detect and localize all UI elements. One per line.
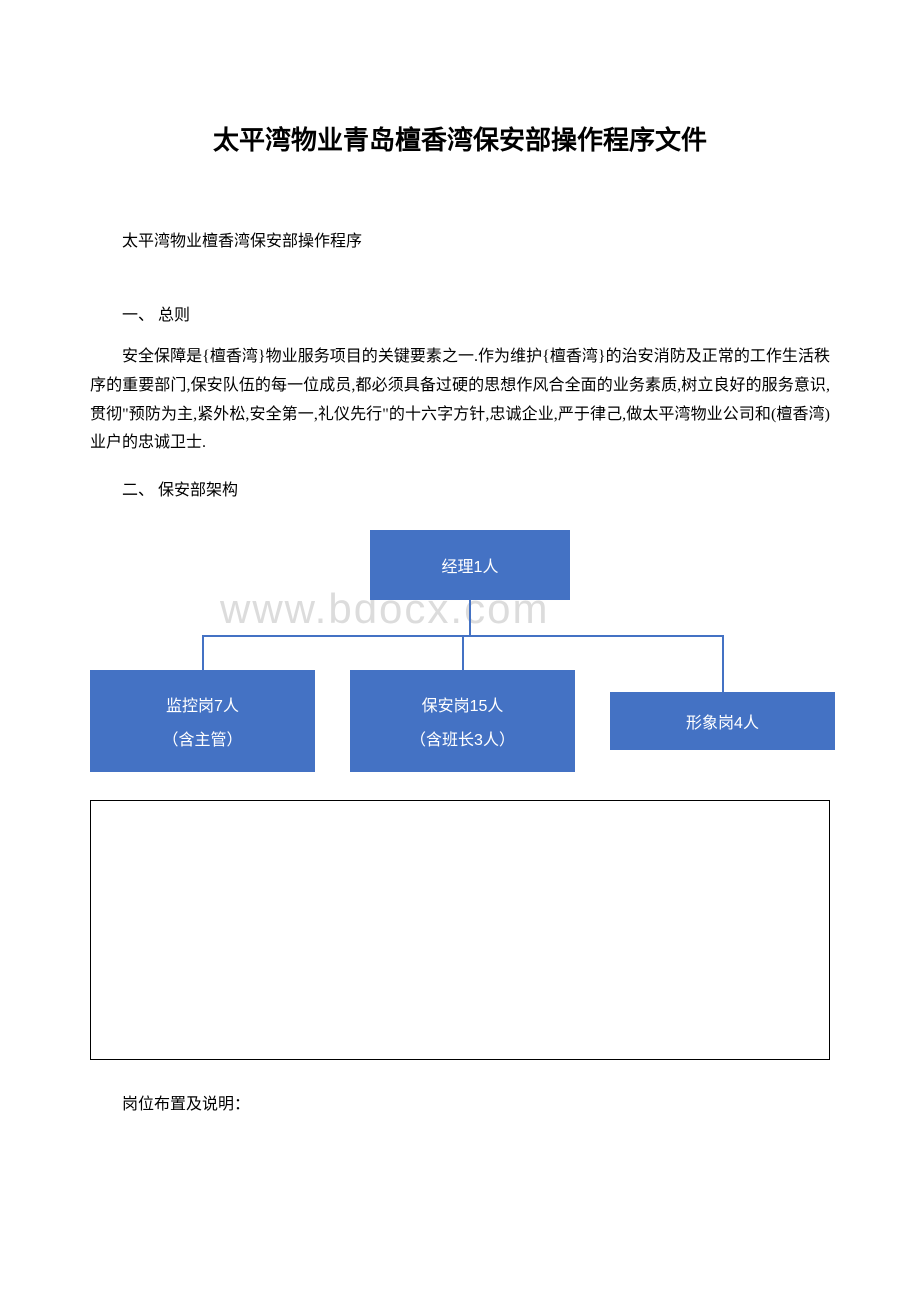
org-box-line2: （含主管） bbox=[162, 726, 242, 750]
org-box-manager: 经理1人 bbox=[370, 530, 570, 600]
empty-placeholder-box bbox=[90, 800, 830, 1060]
section-2-heading: 二、 保安部架构 bbox=[90, 476, 830, 500]
org-connector-line bbox=[462, 635, 464, 670]
org-box-child-2: 形象岗4人 bbox=[610, 692, 835, 750]
org-connector-line bbox=[722, 635, 724, 692]
body-paragraph-1: 安全保障是{檀香湾}物业服务项目的关键要素之一.作为维护{檀香湾}的治安消防及正… bbox=[90, 343, 830, 458]
org-box-line2: （含班长3人） bbox=[410, 726, 515, 750]
org-box-child-1: 保安岗15人 （含班长3人） bbox=[350, 670, 575, 772]
org-connector-line bbox=[469, 600, 471, 635]
footer-text: 岗位布置及说明： bbox=[90, 1090, 830, 1114]
document-page: 太平湾物业青岛檀香湾保安部操作程序文件 太平湾物业檀香湾保安部操作程序 一、 总… bbox=[0, 0, 920, 1174]
org-box-child-0: 监控岗7人 （含主管） bbox=[90, 670, 315, 772]
document-subtitle: 太平湾物业檀香湾保安部操作程序 bbox=[90, 227, 830, 251]
document-title: 太平湾物业青岛檀香湾保安部操作程序文件 bbox=[90, 120, 830, 157]
section-1-heading: 一、 总则 bbox=[90, 301, 830, 325]
org-chart: www.bdocx.com 经理1人监控岗7人（含主管）保安岗15人（含班长3人… bbox=[90, 530, 830, 790]
org-box-line1: 监控岗7人 bbox=[166, 692, 239, 716]
org-connector-line bbox=[202, 635, 204, 670]
org-box-line1: 保安岗15人 bbox=[422, 692, 504, 716]
